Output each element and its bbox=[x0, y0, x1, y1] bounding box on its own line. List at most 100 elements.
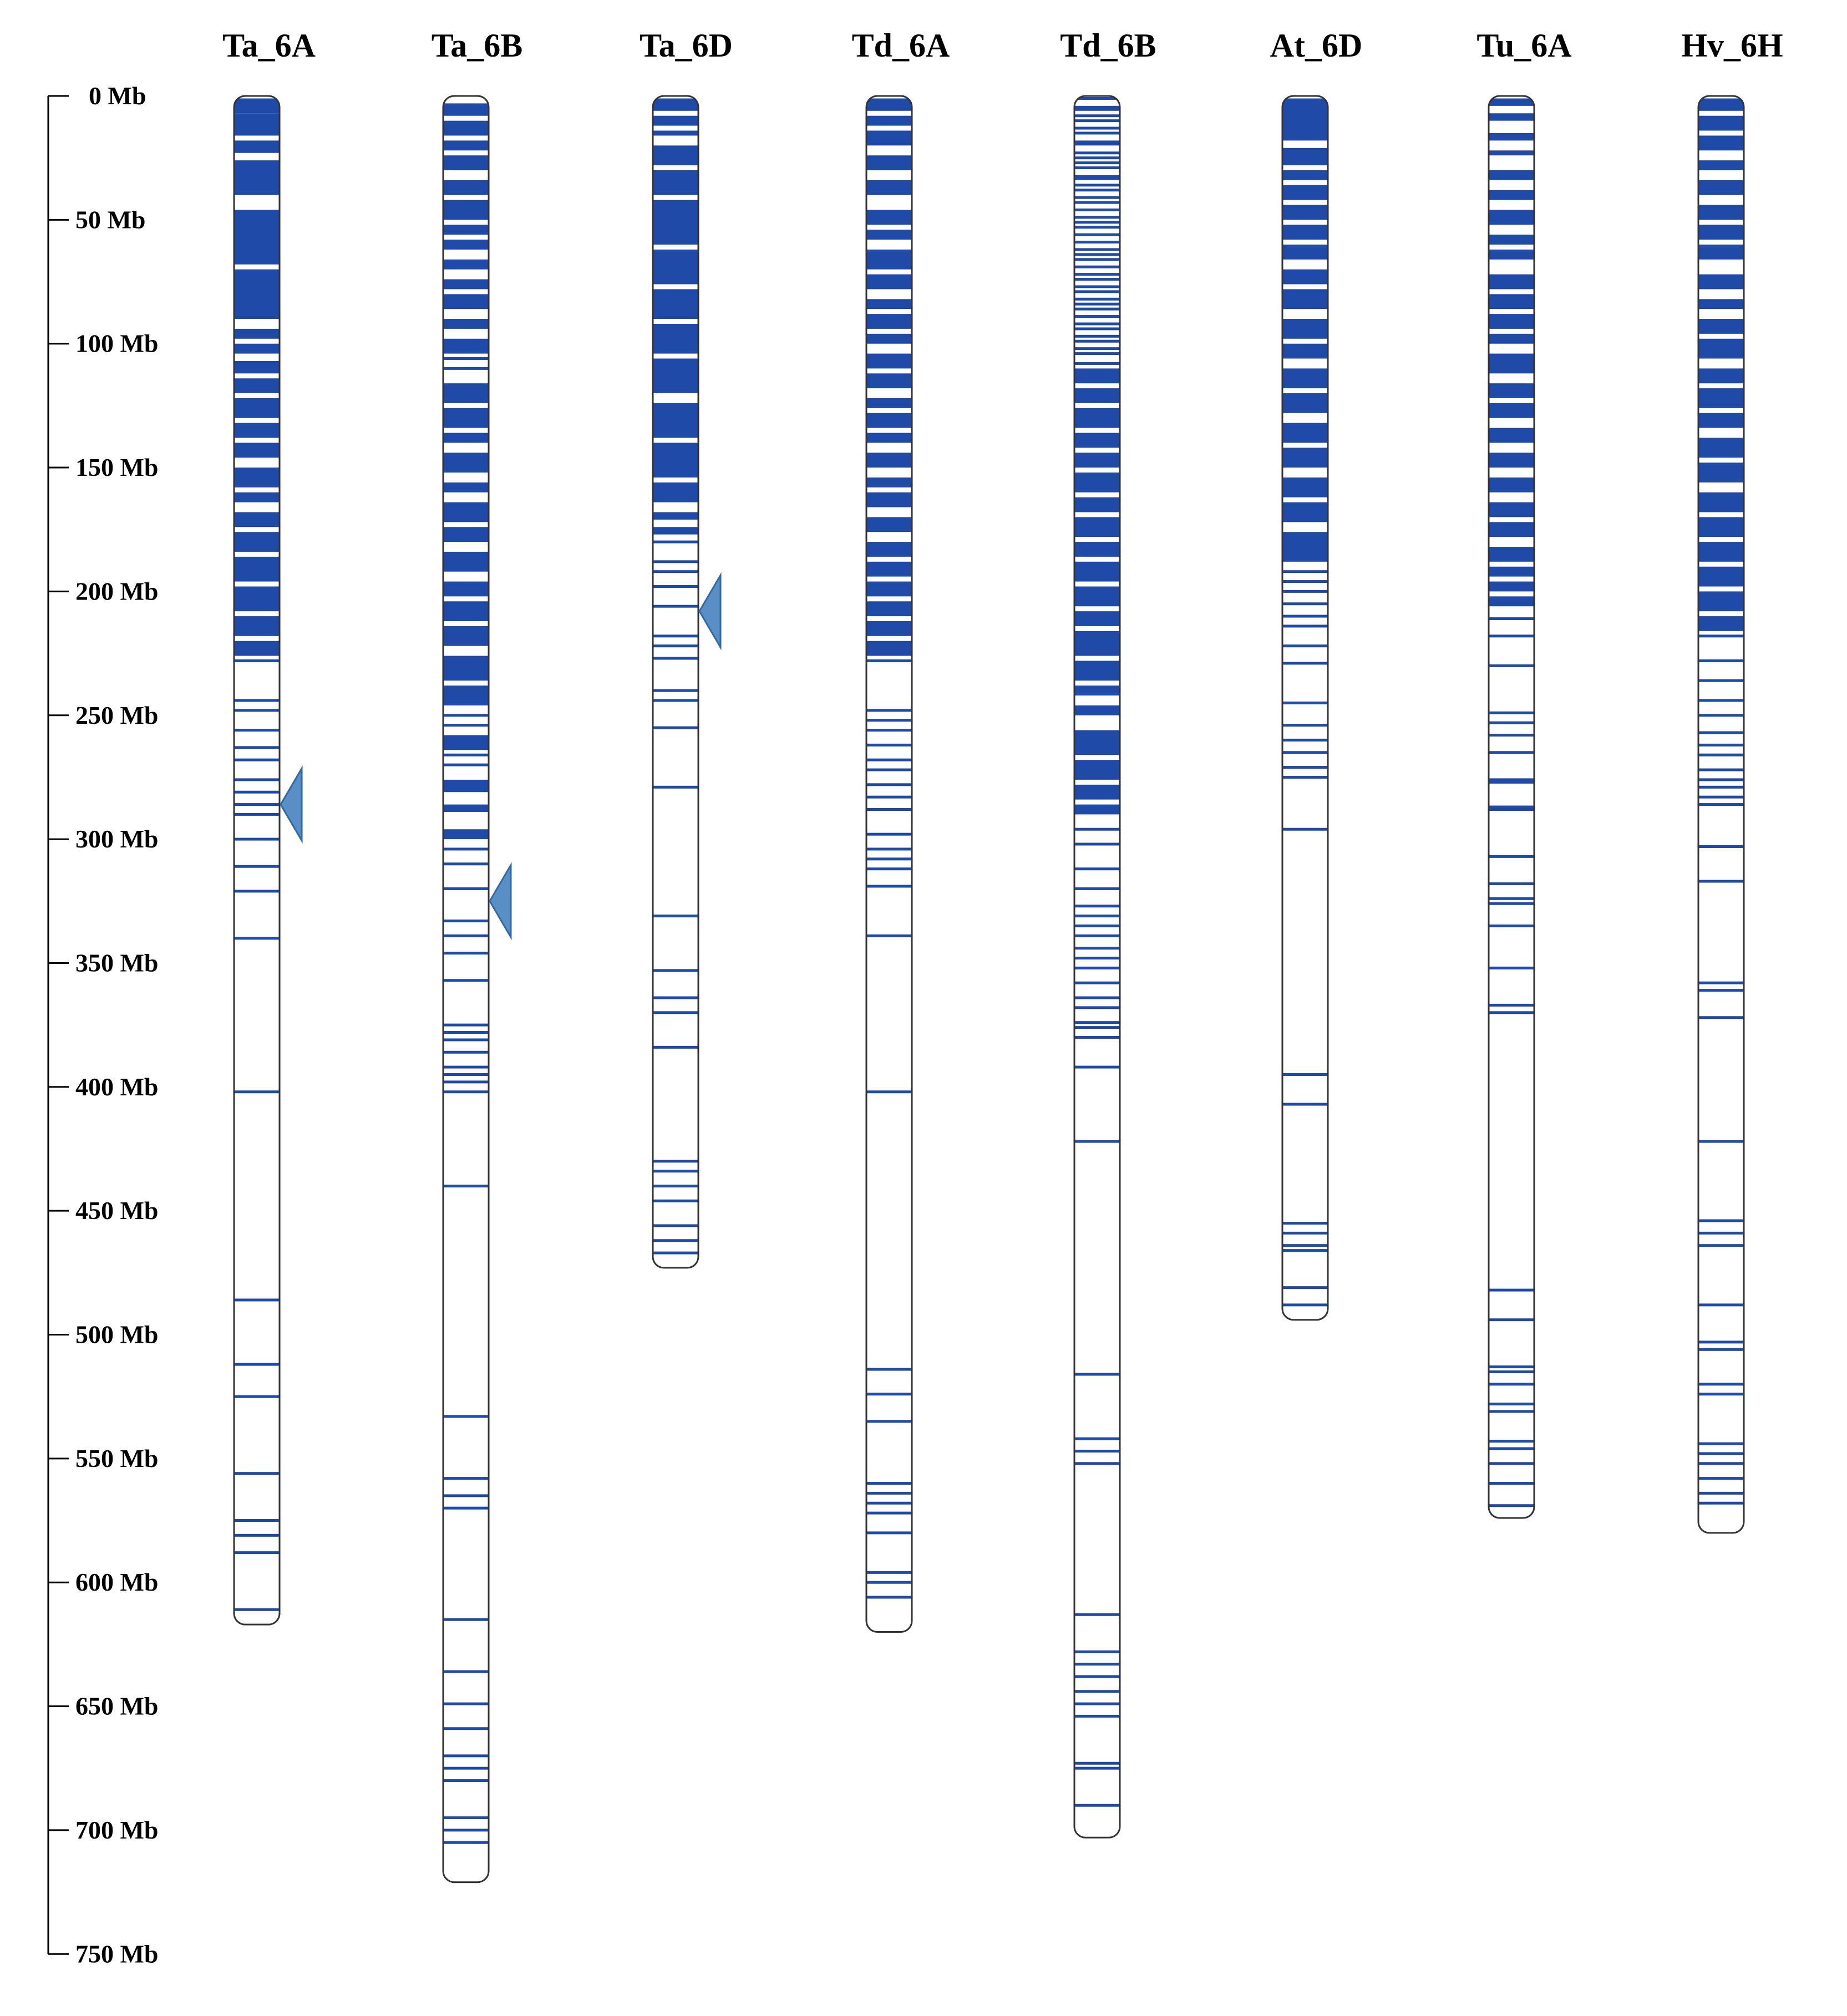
marker-line bbox=[1074, 905, 1120, 908]
marker-line bbox=[1698, 880, 1744, 883]
marker-line bbox=[866, 1393, 912, 1396]
chromosome-body bbox=[1698, 96, 1744, 1533]
dense-band bbox=[653, 200, 698, 245]
dense-band bbox=[1698, 492, 1744, 512]
marker-line bbox=[866, 1596, 912, 1599]
dense-band bbox=[443, 527, 489, 542]
marker-line bbox=[1489, 805, 1534, 809]
marker-line bbox=[234, 890, 280, 893]
dense-band bbox=[653, 115, 698, 126]
marker-line bbox=[866, 934, 912, 937]
chromosome-td-6a: Td_6A bbox=[852, 27, 950, 1633]
marker-line bbox=[443, 1477, 489, 1480]
scale-tick-label: 0 Mb bbox=[89, 82, 146, 110]
marker-line bbox=[1074, 119, 1120, 123]
dense-band bbox=[866, 601, 912, 617]
marker-line bbox=[1074, 1373, 1120, 1376]
marker-line bbox=[1074, 1462, 1120, 1465]
marker-line bbox=[443, 1618, 489, 1621]
marker-line bbox=[1489, 966, 1534, 969]
marker-line bbox=[1698, 714, 1744, 717]
marker-line bbox=[1074, 1804, 1120, 1807]
scale-tick-label: 750 Mb bbox=[75, 1939, 159, 1968]
dense-band bbox=[443, 685, 489, 705]
marker-line bbox=[866, 808, 912, 811]
chromosome-ta-6b: Ta_6B bbox=[432, 27, 522, 1883]
marker-line bbox=[1698, 1477, 1744, 1480]
marker-line bbox=[443, 753, 489, 756]
marker-line bbox=[866, 857, 912, 861]
dense-band bbox=[1074, 804, 1120, 815]
dense-band bbox=[1074, 631, 1120, 656]
marker-line bbox=[1282, 644, 1328, 648]
marker-line bbox=[653, 570, 698, 573]
dense-band bbox=[1282, 319, 1328, 339]
dense-band bbox=[866, 249, 912, 270]
marker-line bbox=[234, 1551, 280, 1555]
dense-band bbox=[1074, 105, 1120, 111]
dense-band bbox=[1074, 705, 1120, 715]
dense-band bbox=[866, 581, 912, 597]
marker-line bbox=[443, 920, 489, 923]
marker-line bbox=[443, 887, 489, 890]
chromosome-label: Ta_6D bbox=[640, 27, 733, 64]
marker-line bbox=[443, 1779, 489, 1783]
marker-line bbox=[443, 1829, 489, 1832]
marker-bands bbox=[1282, 98, 1328, 1307]
marker-line bbox=[1074, 208, 1120, 211]
marker-line bbox=[1074, 1140, 1120, 1143]
marker-line bbox=[1074, 1650, 1120, 1653]
marker-line bbox=[1489, 1288, 1534, 1292]
marker-line bbox=[1074, 1026, 1120, 1029]
marker-line bbox=[1074, 221, 1120, 224]
dense-band bbox=[653, 482, 698, 502]
marker-line bbox=[1698, 768, 1744, 771]
marker-line bbox=[653, 1184, 698, 1187]
dense-band bbox=[1698, 517, 1744, 537]
marker-line bbox=[1489, 808, 1534, 811]
dense-band bbox=[1698, 160, 1744, 171]
chromosome-label: Ta_6A bbox=[222, 27, 316, 64]
marker-line bbox=[1282, 1103, 1328, 1106]
marker-line bbox=[1282, 701, 1328, 704]
marker-line bbox=[1074, 278, 1120, 281]
dense-band bbox=[1698, 245, 1744, 260]
marker-line bbox=[1698, 981, 1744, 984]
marker-line bbox=[1074, 362, 1120, 365]
marker-line bbox=[1074, 915, 1120, 918]
marker-line bbox=[1282, 1303, 1328, 1307]
marker-line bbox=[443, 1494, 489, 1497]
marker-line bbox=[653, 1160, 698, 1163]
dense-band bbox=[866, 210, 912, 225]
marker-line bbox=[1489, 1011, 1534, 1014]
dense-band bbox=[1489, 596, 1534, 607]
marker-line bbox=[1489, 924, 1534, 927]
marker-line bbox=[234, 1298, 280, 1302]
marker-line bbox=[1698, 795, 1744, 799]
marker-line bbox=[653, 1011, 698, 1014]
marker-line bbox=[443, 763, 489, 766]
marker-line bbox=[1489, 721, 1534, 724]
dense-band bbox=[866, 621, 912, 636]
marker-line bbox=[653, 1251, 698, 1255]
dense-band bbox=[443, 383, 489, 403]
marker-line bbox=[1489, 1003, 1534, 1007]
dense-band bbox=[1489, 566, 1534, 577]
dense-band bbox=[1489, 133, 1534, 141]
chromosome-label: Hv_6H bbox=[1681, 27, 1783, 64]
dense-band bbox=[234, 378, 280, 394]
marker-line bbox=[1282, 1231, 1328, 1235]
marker-line bbox=[653, 1224, 698, 1227]
dense-band bbox=[1074, 140, 1120, 146]
marker-bands bbox=[1698, 98, 1744, 1505]
marker-line bbox=[1074, 996, 1120, 999]
dense-band bbox=[1489, 113, 1534, 121]
dense-band bbox=[234, 443, 280, 458]
dense-band bbox=[866, 492, 912, 507]
marker-line bbox=[653, 1170, 698, 1173]
marker-line bbox=[653, 605, 698, 608]
dense-band bbox=[1489, 150, 1534, 156]
